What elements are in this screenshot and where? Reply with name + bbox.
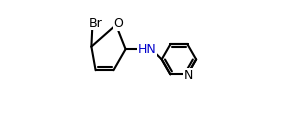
Text: HN: HN (138, 43, 157, 56)
Text: N: N (183, 69, 193, 82)
Text: Br: Br (89, 17, 103, 30)
Text: O: O (113, 17, 123, 30)
